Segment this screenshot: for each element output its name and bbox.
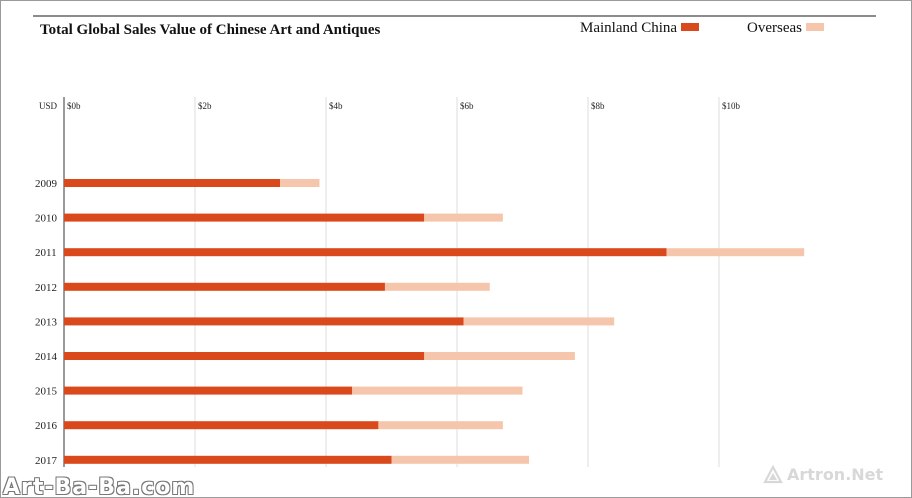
watermark-right: Artron.Net xyxy=(763,463,883,487)
bar-overseas xyxy=(352,386,523,395)
x-tick-label: $6b xyxy=(460,101,474,111)
category-label: 2016 xyxy=(35,420,58,432)
bar-mainland-china xyxy=(64,317,464,326)
category-label: 2013 xyxy=(35,316,58,328)
bar-overseas xyxy=(424,213,503,222)
bar-overseas xyxy=(280,179,320,187)
category-label: 2010 xyxy=(35,213,58,225)
bar-mainland-china xyxy=(64,386,353,395)
watermark-right-text: Artron.Net xyxy=(787,465,884,484)
watermark-left: Art-Ba-Ba.com xyxy=(3,475,196,498)
legend-label-overseas: Overseas xyxy=(747,20,802,36)
bar-overseas xyxy=(463,317,615,326)
bar-overseas xyxy=(666,248,805,257)
bar-mainland-china xyxy=(64,282,385,291)
bar-mainland-china xyxy=(64,179,281,187)
bar-mainland-china xyxy=(64,455,392,464)
chart-title: Total Global Sales Value of Chinese Art … xyxy=(40,22,381,38)
category-label: 2011 xyxy=(35,247,57,259)
x-tick-label: $8b xyxy=(591,101,605,111)
x-tick-label: $0b xyxy=(67,101,81,111)
legend-label-mainland-china: Mainland China xyxy=(580,20,678,36)
legend-item-mainland-china: Mainland China xyxy=(580,20,700,37)
bar-mainland-china xyxy=(64,213,425,222)
bar-mainland-china xyxy=(64,352,425,360)
bar-overseas xyxy=(391,455,530,464)
category-label: 2009 xyxy=(35,178,58,190)
x-tick-label: $2b xyxy=(198,101,212,111)
top-rule xyxy=(33,15,876,17)
x-tick-label: $10b xyxy=(722,101,741,111)
x-tick-label: $4b xyxy=(329,101,343,111)
category-label: 2017 xyxy=(35,455,58,467)
legend-item-overseas: Overseas xyxy=(747,20,824,37)
bar-overseas xyxy=(424,352,575,360)
legend-swatch-overseas xyxy=(805,23,824,31)
bar-mainland-china xyxy=(64,421,379,430)
legend-swatch-mainland-china xyxy=(681,23,700,31)
bar-mainland-china xyxy=(64,248,667,257)
bar-overseas xyxy=(378,421,503,430)
category-label: 2012 xyxy=(35,282,57,294)
category-label: 2014 xyxy=(35,351,58,363)
bar-overseas xyxy=(384,282,490,291)
category-label: 2015 xyxy=(35,386,58,398)
artron-logo-icon xyxy=(763,464,783,484)
unit-label: USD xyxy=(39,101,58,111)
